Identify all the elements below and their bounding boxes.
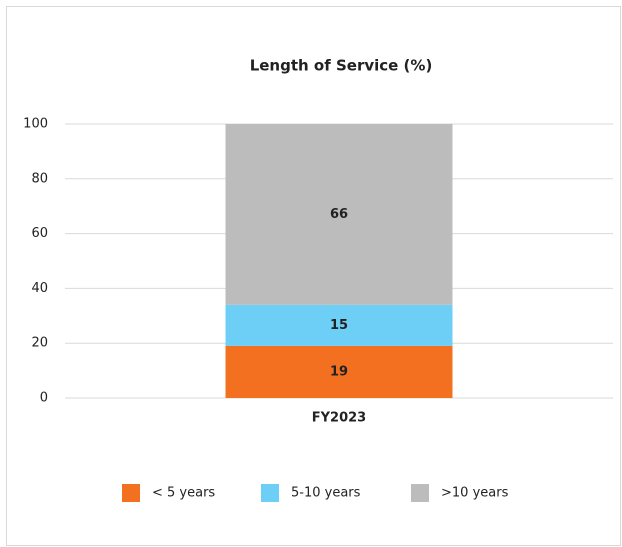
bar-segment — [225, 304, 453, 346]
y-tick-label: 80 — [31, 171, 48, 186]
data-label: 19 — [330, 364, 348, 379]
y-tick-label: 20 — [31, 336, 48, 351]
y-tick-label: 0 — [40, 391, 48, 406]
legend-label: < 5 years — [152, 486, 215, 501]
bar-segment — [225, 345, 453, 398]
legend-label: 5-10 years — [291, 486, 361, 501]
y-tick-label: 60 — [31, 226, 48, 241]
y-tick-label: 100 — [23, 117, 48, 132]
legend-swatch — [261, 484, 279, 502]
legend-swatch — [411, 484, 429, 502]
y-tick-label: 40 — [31, 281, 48, 296]
chart-title: Length of Service (%) — [250, 57, 433, 75]
data-label: 15 — [330, 318, 348, 333]
legend-label: >10 years — [441, 486, 509, 501]
legend-swatch — [122, 484, 140, 502]
data-label: 66 — [330, 207, 348, 222]
bar-segment — [225, 124, 453, 305]
x-tick-label: FY2023 — [312, 411, 366, 426]
